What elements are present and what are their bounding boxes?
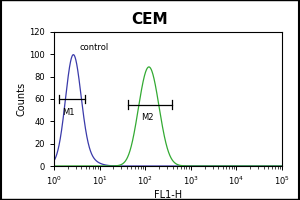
Text: M1: M1	[62, 108, 75, 117]
Text: M2: M2	[141, 113, 153, 122]
X-axis label: FL1-H: FL1-H	[154, 190, 182, 200]
Text: control: control	[79, 43, 108, 52]
Y-axis label: Counts: Counts	[16, 82, 26, 116]
Text: CEM: CEM	[132, 12, 168, 27]
